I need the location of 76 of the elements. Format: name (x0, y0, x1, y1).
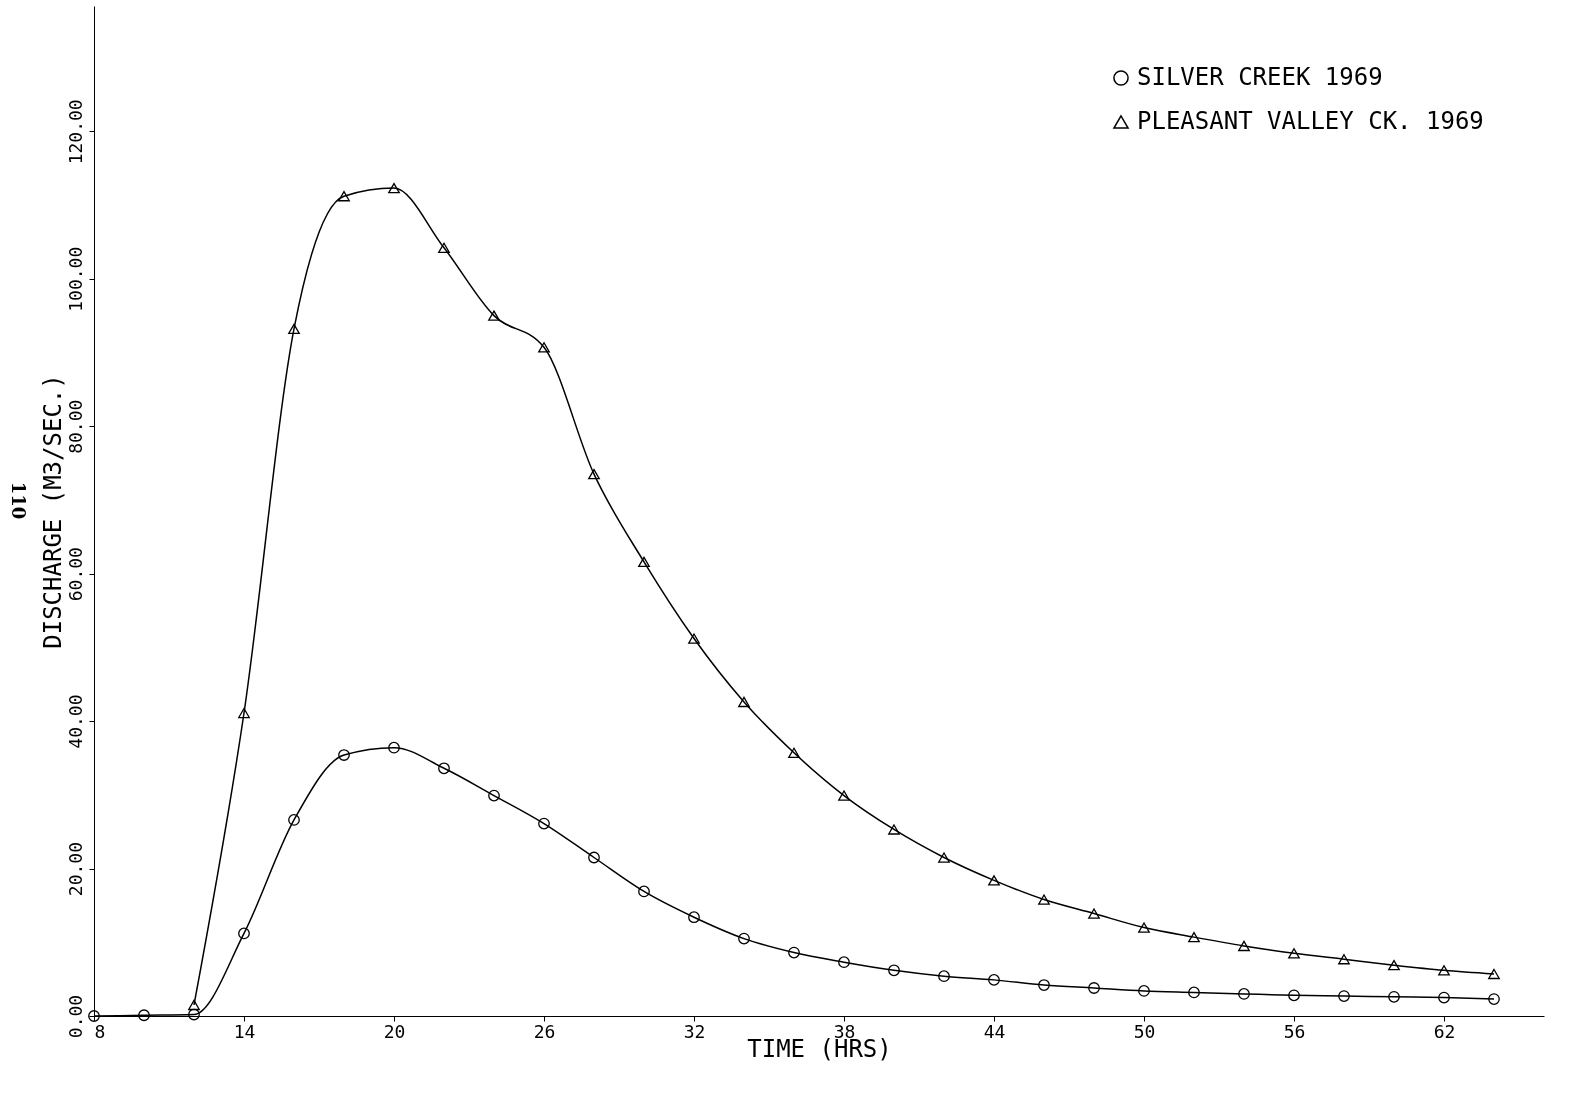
y-tick-label: 40.00 (64, 694, 86, 749)
point (1088, 982, 1100, 994)
point (1138, 985, 1150, 997)
point (1188, 986, 1200, 999)
point (1488, 968, 1500, 980)
point (488, 789, 500, 802)
point (638, 885, 650, 898)
point (738, 932, 750, 945)
point (1388, 959, 1400, 971)
text: 110 (8, 481, 30, 519)
y-tick-label: 60.00 (64, 547, 86, 602)
point (288, 323, 300, 335)
point (1138, 922, 1150, 933)
point (288, 814, 300, 826)
point (238, 707, 250, 719)
x-tick-label: 20 (383, 1020, 406, 1042)
point (438, 762, 450, 775)
point (938, 970, 950, 983)
y-tick-label: 120.00 (64, 99, 86, 165)
point (1338, 954, 1350, 965)
y-tick-label: 20.00 (64, 841, 86, 897)
y-tick-label: 100.00 (64, 246, 86, 312)
point (1238, 988, 1250, 1000)
point (788, 946, 800, 959)
point (488, 310, 500, 321)
point (1288, 989, 1300, 1002)
point (988, 973, 1000, 986)
point (688, 633, 700, 644)
point (1438, 965, 1450, 976)
point (988, 875, 1000, 886)
point (1038, 979, 1050, 991)
point (188, 999, 200, 1011)
y-axis-title: DISCHARGE (M3/SEC.) (38, 374, 67, 649)
point (1038, 894, 1050, 905)
point (638, 556, 650, 568)
point (88, 1010, 100, 1022)
point (1438, 991, 1450, 1004)
x-tick-label: 44 (983, 1020, 1006, 1042)
point (688, 911, 700, 924)
point (888, 964, 900, 977)
point (138, 1009, 150, 1022)
y-tick-label: 0.00 (64, 994, 86, 1039)
point (438, 242, 450, 253)
point (538, 817, 550, 830)
point (338, 191, 350, 202)
point (388, 741, 400, 754)
point (338, 749, 350, 761)
x-tick-label: 50 (1133, 1020, 1156, 1042)
legend-label: SILVER CREEK 1969 (1137, 63, 1383, 91)
x-tick-label: 62 (1433, 1020, 1456, 1042)
point (788, 747, 800, 758)
point (1238, 940, 1250, 952)
point (738, 696, 750, 708)
x-tick-label: 26 (533, 1020, 556, 1042)
point (838, 790, 850, 801)
y-tick-label: 80.00 (64, 399, 86, 454)
point (1088, 908, 1100, 919)
point (238, 927, 250, 940)
point (588, 851, 600, 864)
point (1488, 993, 1500, 1005)
point (588, 468, 600, 480)
point (888, 824, 900, 835)
legend-label: PLEASANT VALLEY CK. 1969 (1137, 107, 1484, 135)
point (938, 852, 950, 863)
point (1188, 931, 1200, 943)
x-tick-label: 56 (1283, 1020, 1306, 1042)
point (388, 182, 400, 194)
point (188, 1008, 200, 1021)
point (1388, 990, 1400, 1003)
point (538, 342, 550, 353)
x-tick-label: 32 (683, 1020, 706, 1042)
point (1338, 990, 1350, 1002)
point (838, 956, 850, 969)
x-tick-label: 14 (233, 1020, 256, 1042)
x-tick-label: 8 (94, 1020, 106, 1042)
point (1288, 948, 1300, 959)
